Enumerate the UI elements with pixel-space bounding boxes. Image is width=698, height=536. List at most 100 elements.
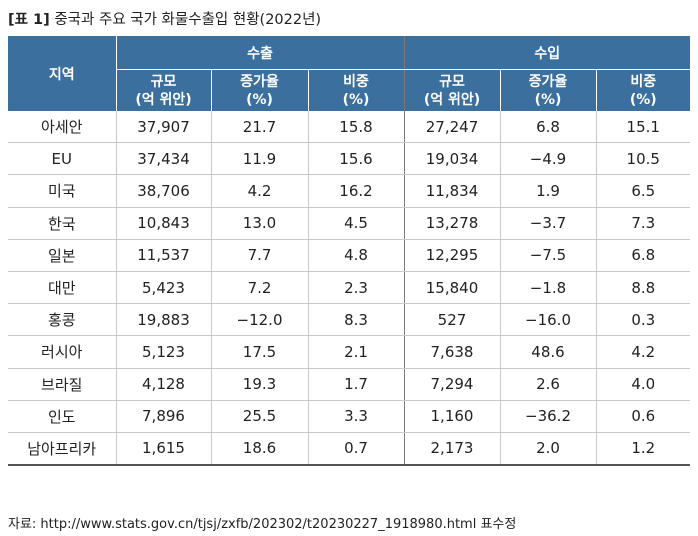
import-subheader: 규모 (억 위안) (403, 69, 500, 111)
value-cell: 13,278 (403, 207, 500, 240)
region-cell: 대만 (8, 271, 116, 305)
value-cell: 7.3 (595, 207, 691, 240)
value-cell: 11,834 (403, 174, 500, 208)
region-cell: 홍콩 (8, 303, 116, 337)
value-cell: −12.0 (210, 303, 308, 337)
value-cell: 1.7 (307, 368, 404, 401)
value-cell: 17.5 (210, 335, 308, 369)
table-row: 아세안 37,907 21.7 15.8 27,247 6.8 15.1 (8, 111, 691, 144)
value-cell: 11,537 (115, 239, 211, 272)
value-cell: 0.3 (595, 303, 691, 337)
value-cell: 18.6 (210, 432, 308, 467)
caption-text: 중국과 주요 국가 화물수출입 현황(2022년) (54, 12, 322, 28)
value-cell: 4.2 (210, 174, 308, 208)
value-cell: 15,840 (403, 271, 500, 305)
import-subheader: 증가율 (%) (499, 69, 596, 111)
value-cell: 7,896 (115, 400, 211, 433)
subheader-line2: (%) (246, 91, 273, 108)
value-cell: 1.9 (499, 174, 596, 208)
value-cell: 3.3 (307, 400, 404, 433)
table-row: 미국 38,706 4.2 16.2 11,834 1.9 6.5 (8, 174, 691, 208)
value-cell: 11.9 (210, 142, 308, 176)
value-cell: 2.0 (499, 432, 596, 467)
table-row: 남아프리카 1,615 18.6 0.7 2,173 2.0 1.2 (8, 432, 691, 467)
subheader-line2: (%) (629, 91, 657, 108)
value-cell: 6.8 (499, 111, 596, 144)
subheader-line1: 증가율 (528, 73, 568, 90)
subheader-line2: (%) (342, 91, 370, 108)
subheader-line2: (%) (534, 91, 562, 108)
import-group-header: 수입 (403, 36, 691, 70)
value-cell: −4.9 (499, 142, 596, 176)
value-cell: 4.0 (595, 368, 691, 401)
table-row: 러시아 5,123 17.5 2.1 7,638 48.6 4.2 (8, 335, 691, 369)
value-cell: 10,843 (115, 207, 211, 240)
value-cell: −3.7 (499, 207, 596, 240)
region-cell: 한국 (8, 207, 116, 240)
value-cell: 6.5 (595, 174, 691, 208)
region-cell: 아세안 (8, 111, 116, 144)
value-cell: 2.6 (499, 368, 596, 401)
value-cell: 7,638 (403, 335, 500, 369)
value-cell: 1,160 (403, 400, 500, 433)
value-cell: 37,434 (115, 142, 211, 176)
value-cell: 7,294 (403, 368, 500, 401)
value-cell: 6.8 (595, 239, 691, 272)
table-row: EU 37,434 11.9 15.6 19,034 −4.9 10.5 (8, 142, 691, 176)
value-cell: 2,173 (403, 432, 500, 467)
value-cell: 2.3 (307, 271, 404, 305)
table-row: 홍콩 19,883 −12.0 8.3 527 −16.0 0.3 (8, 303, 691, 337)
value-cell: 16.2 (307, 174, 404, 208)
region-cell: EU (8, 142, 116, 176)
table-row: 일본 11,537 7.7 4.8 12,295 −7.5 6.8 (8, 239, 691, 272)
subheader-line1: 규모 (439, 73, 465, 90)
value-cell: 19,034 (403, 142, 500, 176)
subheader-line1: 규모 (150, 73, 177, 90)
value-cell: 2.1 (307, 335, 404, 369)
region-cell: 일본 (8, 239, 116, 272)
value-cell: −7.5 (499, 239, 596, 272)
value-cell: 19,883 (115, 303, 211, 337)
value-cell: 8.8 (595, 271, 691, 305)
subheader-line2: (억 위안) (423, 91, 481, 108)
export-subheader: 비중 (%) (307, 69, 404, 111)
value-cell: −1.8 (499, 271, 596, 305)
value-cell: 21.7 (210, 111, 308, 144)
value-cell: 15.1 (595, 111, 691, 144)
value-cell: 19.3 (210, 368, 308, 401)
region-cell: 미국 (8, 174, 116, 208)
caption-tag: [표 1] (8, 12, 50, 28)
region-header: 지역 (8, 36, 116, 111)
value-cell: 27,247 (403, 111, 500, 144)
value-cell: 8.3 (307, 303, 404, 337)
value-cell: 7.7 (210, 239, 308, 272)
value-cell: −36.2 (499, 400, 596, 433)
value-cell: −16.0 (499, 303, 596, 337)
export-group-header: 수출 (115, 36, 404, 70)
value-cell: 25.5 (210, 400, 308, 433)
table-row: 대만 5,423 7.2 2.3 15,840 −1.8 8.8 (8, 271, 691, 305)
value-cell: 10.5 (595, 142, 691, 176)
value-cell: 38,706 (115, 174, 211, 208)
subheader-line1: 비중 (343, 73, 369, 90)
value-cell: 5,123 (115, 335, 211, 369)
value-cell: 0.7 (307, 432, 404, 467)
value-cell: 4,128 (115, 368, 211, 401)
export-subheader: 규모 (억 위안) (115, 69, 211, 111)
value-cell: 15.8 (307, 111, 404, 144)
trade-table: 지역 수출 수입 규모 (억 위안) 증가율 (%) 비중 (%) 규모 (억 위안) 증가율(… (8, 36, 691, 467)
value-cell: 4.8 (307, 239, 404, 272)
source-note: 자료: http://www.stats.gov.cn/tjsj/zxfb/20… (8, 517, 517, 532)
value-cell: 4.2 (595, 335, 691, 369)
value-cell: 48.6 (499, 335, 596, 369)
subheader-line2: (억 위안) (135, 91, 192, 108)
subheader-line1: 증가율 (240, 73, 279, 90)
value-cell: 37,907 (115, 111, 211, 144)
subheader-line1: 비중 (630, 73, 657, 90)
value-cell: 0.6 (595, 400, 691, 433)
value-cell: 4.5 (307, 207, 404, 240)
table-caption: [표 1] 중국과 주요 국가 화물수출입 현황(2022년) (8, 8, 321, 29)
region-cell: 브라질 (8, 368, 116, 401)
value-cell: 13.0 (210, 207, 308, 240)
region-cell: 남아프리카 (8, 432, 116, 467)
